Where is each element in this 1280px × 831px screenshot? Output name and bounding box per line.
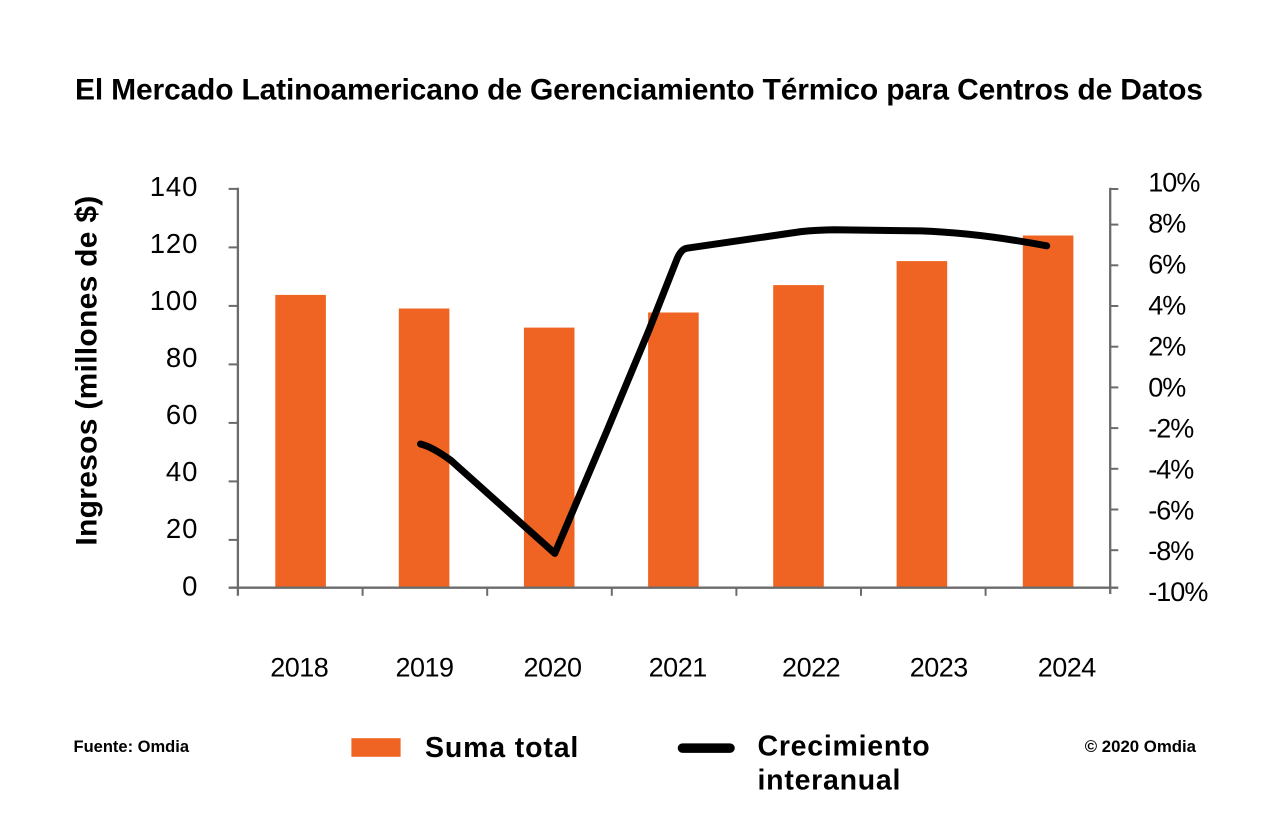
svg-text:© 2020 Omdia: © 2020 Omdia	[1085, 737, 1197, 756]
svg-text:2021: 2021	[649, 653, 707, 683]
svg-text:2%: 2%	[1148, 331, 1186, 361]
svg-text:60: 60	[166, 399, 198, 430]
svg-text:-2%: -2%	[1148, 413, 1194, 443]
svg-text:0%: 0%	[1148, 372, 1186, 402]
svg-text:Fuente: Omdia: Fuente: Omdia	[74, 738, 190, 756]
svg-text:2020: 2020	[523, 653, 581, 683]
svg-text:120: 120	[150, 228, 199, 259]
svg-text:2019: 2019	[395, 653, 453, 683]
svg-text:140: 140	[150, 171, 199, 202]
svg-text:4%: 4%	[1148, 290, 1186, 320]
svg-text:2023: 2023	[910, 653, 968, 683]
svg-text:-10%: -10%	[1148, 577, 1208, 607]
svg-text:Suma total: Suma total	[425, 732, 579, 764]
svg-text:10%: 10%	[1148, 168, 1200, 198]
svg-text:2024: 2024	[1038, 653, 1097, 683]
svg-text:6%: 6%	[1148, 250, 1186, 280]
svg-text:-6%: -6%	[1148, 495, 1194, 525]
svg-text:-4%: -4%	[1148, 454, 1194, 484]
svg-text:20: 20	[166, 513, 198, 544]
svg-text:0: 0	[182, 570, 198, 601]
svg-text:interanual: interanual	[758, 765, 902, 797]
svg-text:El Mercado Latinoamericano de: El Mercado Latinoamericano de Gerenciami…	[75, 74, 1203, 107]
svg-text:2022: 2022	[782, 653, 840, 683]
svg-text:-8%: -8%	[1148, 536, 1194, 566]
svg-text:8%: 8%	[1148, 209, 1186, 239]
svg-text:2018: 2018	[270, 653, 328, 683]
svg-text:Ingresos (millones de $): Ingresos (millones de $)	[70, 195, 103, 545]
svg-text:40: 40	[166, 456, 198, 487]
svg-text:Crecimiento: Crecimiento	[758, 731, 931, 763]
svg-text:100: 100	[150, 285, 199, 316]
svg-text:80: 80	[166, 342, 198, 373]
